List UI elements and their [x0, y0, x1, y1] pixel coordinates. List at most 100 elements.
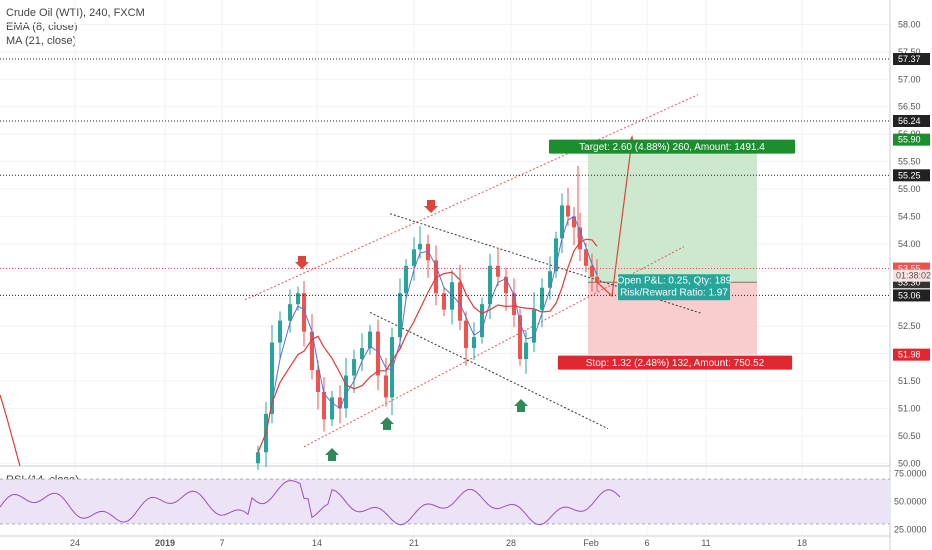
level-tag: 56.24 [898, 116, 921, 126]
time-tick-label: 2019 [155, 538, 175, 548]
price-tick-label: 56.50 [898, 102, 921, 112]
rr-label: Risk/Reward Ratio: 1.97 [620, 287, 728, 298]
time-tick-label: 14 [312, 538, 322, 548]
candle-body [442, 293, 446, 310]
time-tick-label: 7 [219, 538, 224, 548]
candle-body [384, 375, 388, 398]
candle-body [566, 205, 570, 217]
candle-body [418, 243, 422, 250]
candle-body [532, 309, 536, 343]
arrow-up-icon [380, 417, 394, 430]
candle-body [554, 238, 558, 272]
level-tag-bg [893, 169, 930, 182]
time-tick-label: 21 [409, 538, 419, 548]
price-tick-label: 57.00 [898, 74, 921, 84]
candle-body [578, 227, 582, 250]
time-tick-label: 6 [644, 538, 649, 548]
ma-line-left [0, 394, 21, 467]
price-tag: 55.90 [898, 135, 921, 145]
arrow-up-icon [325, 448, 339, 461]
candle-body [458, 282, 462, 321]
arrow-down-icon [295, 256, 309, 269]
price-axis[interactable]: 50.0050.5051.0051.5052.0052.5053.0053.50… [893, 19, 931, 534]
ma-line [257, 238, 598, 453]
down-channel-lower [369, 311, 609, 430]
candle-body [548, 271, 552, 288]
price-tag-bg [893, 348, 930, 361]
candle-body [595, 276, 599, 283]
time-tick-label: 24 [70, 538, 80, 548]
rsi-band [0, 479, 890, 524]
level-tag: 55.25 [898, 170, 921, 180]
price-tick-label: 51.00 [898, 403, 921, 413]
projection-line [596, 139, 633, 298]
candle-body [572, 216, 576, 228]
pnl-box-bg [618, 274, 730, 301]
candle-body [518, 315, 522, 360]
stop-label-bg [557, 355, 793, 370]
target-label: Target: 2.60 (4.88%) 260, Amount: 1491.4 [579, 142, 765, 153]
channel-upper [244, 94, 699, 301]
price-tag: 53.55 [898, 264, 921, 274]
candle-body [480, 304, 484, 338]
countdown-tag: 01:38:02 [896, 271, 931, 281]
stop-label: Stop: 1.32 (2.48%) 132, Amount: 750.52 [586, 358, 765, 369]
target-zone [588, 139, 757, 283]
candle-body [496, 265, 500, 277]
level-tag: 57.37 [898, 54, 921, 64]
candle-body [560, 205, 564, 239]
time-tick-label: 28 [506, 538, 516, 548]
candle-body [504, 276, 508, 294]
time-tick-label: Feb [583, 538, 599, 548]
candle-body [302, 293, 306, 332]
candle-body [352, 359, 356, 376]
candle-body [540, 287, 544, 310]
candle-body [330, 397, 334, 420]
candle-body [270, 342, 274, 414]
candle-body [256, 452, 260, 464]
candle-body [288, 304, 292, 321]
candle-body [360, 348, 364, 360]
candle-body [310, 331, 314, 371]
candle-body [512, 293, 516, 316]
candle-body [368, 331, 372, 349]
rsi-tick-label: 25.0000 [894, 524, 927, 534]
price-tag: 53.06 [898, 290, 921, 300]
price-tick-label: 55.00 [898, 184, 921, 194]
price-tick-label: 57.50 [898, 47, 921, 57]
rsi-tick-label: 50.0000 [894, 497, 927, 507]
candle-body [316, 370, 320, 392]
horizontal-levels: Target: 2.60 (4.88%) 260, Amount: 1491.4… [0, 58, 890, 370]
price-tick-label: 52.50 [898, 321, 921, 331]
pnl-label: Open P&L: 0.25, Qty: 189 [617, 275, 732, 286]
candle-body [390, 337, 394, 398]
time-axis[interactable]: 24 2019 7 14 21 28 Feb 6 11 18 [70, 538, 807, 548]
candle-body [472, 337, 476, 349]
price-tag: 53.30 [898, 277, 921, 287]
candle-body [398, 293, 402, 338]
arrow-up-icon [514, 399, 528, 412]
time-tick-label: 11 [701, 538, 710, 548]
rsi-panel [0, 478, 890, 526]
price-tag-bg [893, 289, 930, 302]
rsi-line [0, 480, 621, 526]
target-label-bg [549, 139, 795, 154]
candle-body [296, 293, 300, 305]
ma-legend: MA (21, close) [6, 35, 77, 47]
time-tick-label: 18 [797, 538, 807, 548]
candle-body [450, 282, 454, 310]
candle-body [322, 391, 326, 420]
candle-body [434, 260, 438, 294]
price-tick-label: 50.00 [898, 458, 921, 468]
candle-body [404, 265, 408, 294]
candle-body [376, 331, 380, 376]
candle-body [344, 375, 348, 409]
candle-body [278, 320, 282, 343]
candle-body [464, 320, 468, 349]
candle-body [338, 397, 342, 409]
position-zones [588, 139, 757, 355]
candle-body [488, 265, 492, 305]
candle-body [524, 342, 528, 360]
candle-body [584, 249, 588, 266]
